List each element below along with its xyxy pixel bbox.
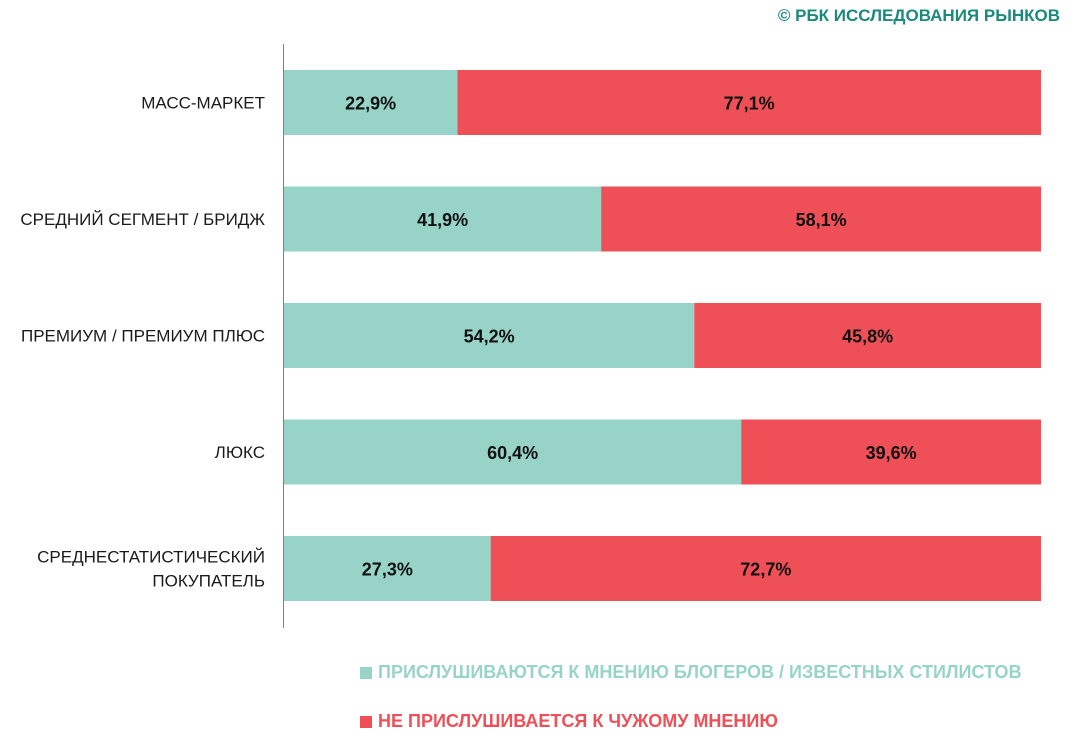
data-label-series-1: 60,4%: [487, 443, 538, 463]
category-label: ЛЮКС: [215, 443, 265, 462]
category-label-line: МАСС-МАРКЕТ: [141, 94, 265, 113]
legend-label-series-1: ПРИСЛУШИВАЮТСЯ К МНЕНИЮ БЛОГЕРОВ / ИЗВЕС…: [378, 662, 1022, 682]
category-label: СРЕДНЕСТАТИСТИЧЕСКИЙ ПОКУПАТЕЛЬ: [37, 548, 265, 591]
bar-segment-series-1: [284, 186, 602, 252]
category-label-line: СРЕДНИЙ СЕГМЕНТ / БРИДЖ: [20, 210, 265, 229]
bar-segment-series-1: [284, 303, 695, 368]
category-label: СРЕДНИЙ СЕГМЕНТ / БРИДЖ: [20, 210, 265, 229]
category-label-line: СРЕДНЕСТАТИСТИЧЕСКИЙ: [37, 548, 265, 567]
legend-swatch-series-1: [360, 666, 372, 679]
legend-item-series-2: НЕ ПРИСЛУШИВАЕТСЯ К ЧУЖОМУ МНЕНИЮ: [360, 711, 778, 732]
bar-segment-series-1: [284, 70, 458, 135]
data-label-series-2: 77,1%: [724, 94, 775, 114]
bar-segment-series-2: [457, 70, 1041, 135]
category-label-line: ПРЕМИУМ / ПРЕМИУМ ПЛЮС: [21, 327, 265, 346]
category-label: МАСС-МАРКЕТ: [141, 94, 265, 113]
bar-segment-series-1: [284, 536, 491, 601]
bar-segment-series-2: [490, 536, 1041, 601]
bar-segment-series-2: [694, 303, 1041, 368]
data-label-series-1: 27,3%: [362, 560, 413, 580]
category-label-line: ЛЮКС: [215, 443, 265, 462]
data-label-series-1: 54,2%: [464, 327, 515, 347]
data-label-series-1: 41,9%: [417, 210, 468, 230]
data-label-series-2: 39,6%: [866, 443, 917, 463]
data-label-series-2: 45,8%: [842, 327, 893, 347]
category-label-line: ПОКУПАТЕЛЬ: [152, 572, 265, 591]
legend-item-series-1: ПРИСЛУШИВАЮТСЯ К МНЕНИЮ БЛОГЕРОВ / ИЗВЕС…: [360, 662, 1022, 683]
legend-label-series-2: НЕ ПРИСЛУШИВАЕТСЯ К ЧУЖОМУ МНЕНИЮ: [378, 711, 778, 731]
category-label: ПРЕМИУМ / ПРЕМИУМ ПЛЮС: [21, 327, 265, 346]
data-label-series-1: 22,9%: [345, 94, 396, 114]
bar-segment-series-2: [741, 419, 1041, 485]
bar-segment-series-2: [601, 186, 1041, 252]
bar-segment-series-1: [284, 419, 742, 485]
data-label-series-2: 58,1%: [796, 210, 847, 230]
copyright-text: © РБК ИССЛЕДОВАНИЯ РЫНКОВ: [777, 6, 1060, 25]
data-label-series-2: 72,7%: [740, 560, 791, 580]
legend-swatch-series-2: [360, 715, 372, 728]
